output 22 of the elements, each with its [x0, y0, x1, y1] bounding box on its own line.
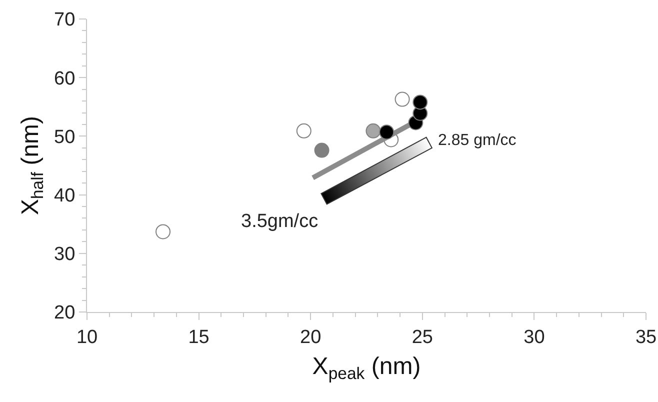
annotation: 2.85 gm/cc — [438, 132, 516, 149]
y-tick-label: 20 — [54, 302, 76, 324]
y-tick-label: 60 — [54, 68, 76, 90]
annotation: 3.5gm/cc — [241, 211, 318, 232]
x-tick-label: 15 — [188, 326, 210, 348]
x-tick-label: 25 — [412, 326, 433, 348]
y-tick-label: 50 — [54, 126, 76, 148]
x-tick-label: 30 — [524, 326, 545, 348]
x-tick-label: 35 — [635, 326, 657, 348]
point — [156, 224, 171, 240]
x-tick-label: 10 — [76, 326, 98, 348]
point — [394, 92, 410, 107]
point — [412, 94, 428, 110]
y-tick-label: 40 — [54, 185, 76, 206]
point — [314, 142, 330, 158]
x-axis-title: X$_{peak}$ (nm) — [312, 353, 421, 384]
y-tick-label: 30 — [54, 244, 76, 266]
point — [379, 124, 394, 140]
y-tick-label: 70 — [54, 10, 76, 31]
point — [366, 123, 381, 138]
point — [296, 123, 312, 138]
x-tick-label: 20 — [300, 326, 322, 348]
